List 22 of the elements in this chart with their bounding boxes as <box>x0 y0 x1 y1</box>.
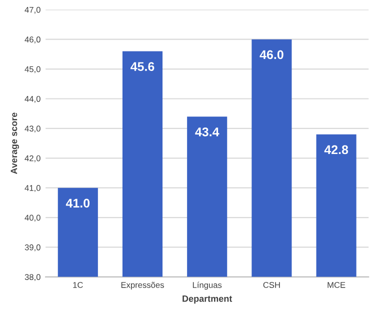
x-tick-label: 1C <box>73 282 83 288</box>
y-tick-label: 38,0 <box>24 274 40 282</box>
y-axis-title: Average score <box>10 112 19 174</box>
data-label: 41.0 <box>66 198 90 208</box>
x-axis-title: Department <box>182 296 232 304</box>
y-tick-label: 40,0 <box>24 214 40 222</box>
y-tick-label: 39,0 <box>24 244 40 252</box>
y-tick-label: 43,0 <box>24 126 40 133</box>
x-tick-label: Expressões <box>121 282 164 290</box>
x-tick-label: CSH <box>263 282 280 288</box>
y-tick-label: 44,0 <box>24 96 40 103</box>
y-tick-label: 42,0 <box>24 155 40 162</box>
y-tick-label: 45,0 <box>24 66 40 74</box>
data-label: 45.6 <box>130 62 154 71</box>
data-label: 42.8 <box>324 145 348 154</box>
data-label: 43.4 <box>195 127 220 136</box>
x-tick-label: Línguas <box>192 282 222 290</box>
data-label: 46.0 <box>260 50 284 60</box>
y-tick-label: 46,0 <box>24 36 40 44</box>
x-tick-label: MCE <box>328 282 346 288</box>
y-tick-label: 47,0 <box>24 6 40 14</box>
y-tick-label: 41,0 <box>24 185 40 192</box>
